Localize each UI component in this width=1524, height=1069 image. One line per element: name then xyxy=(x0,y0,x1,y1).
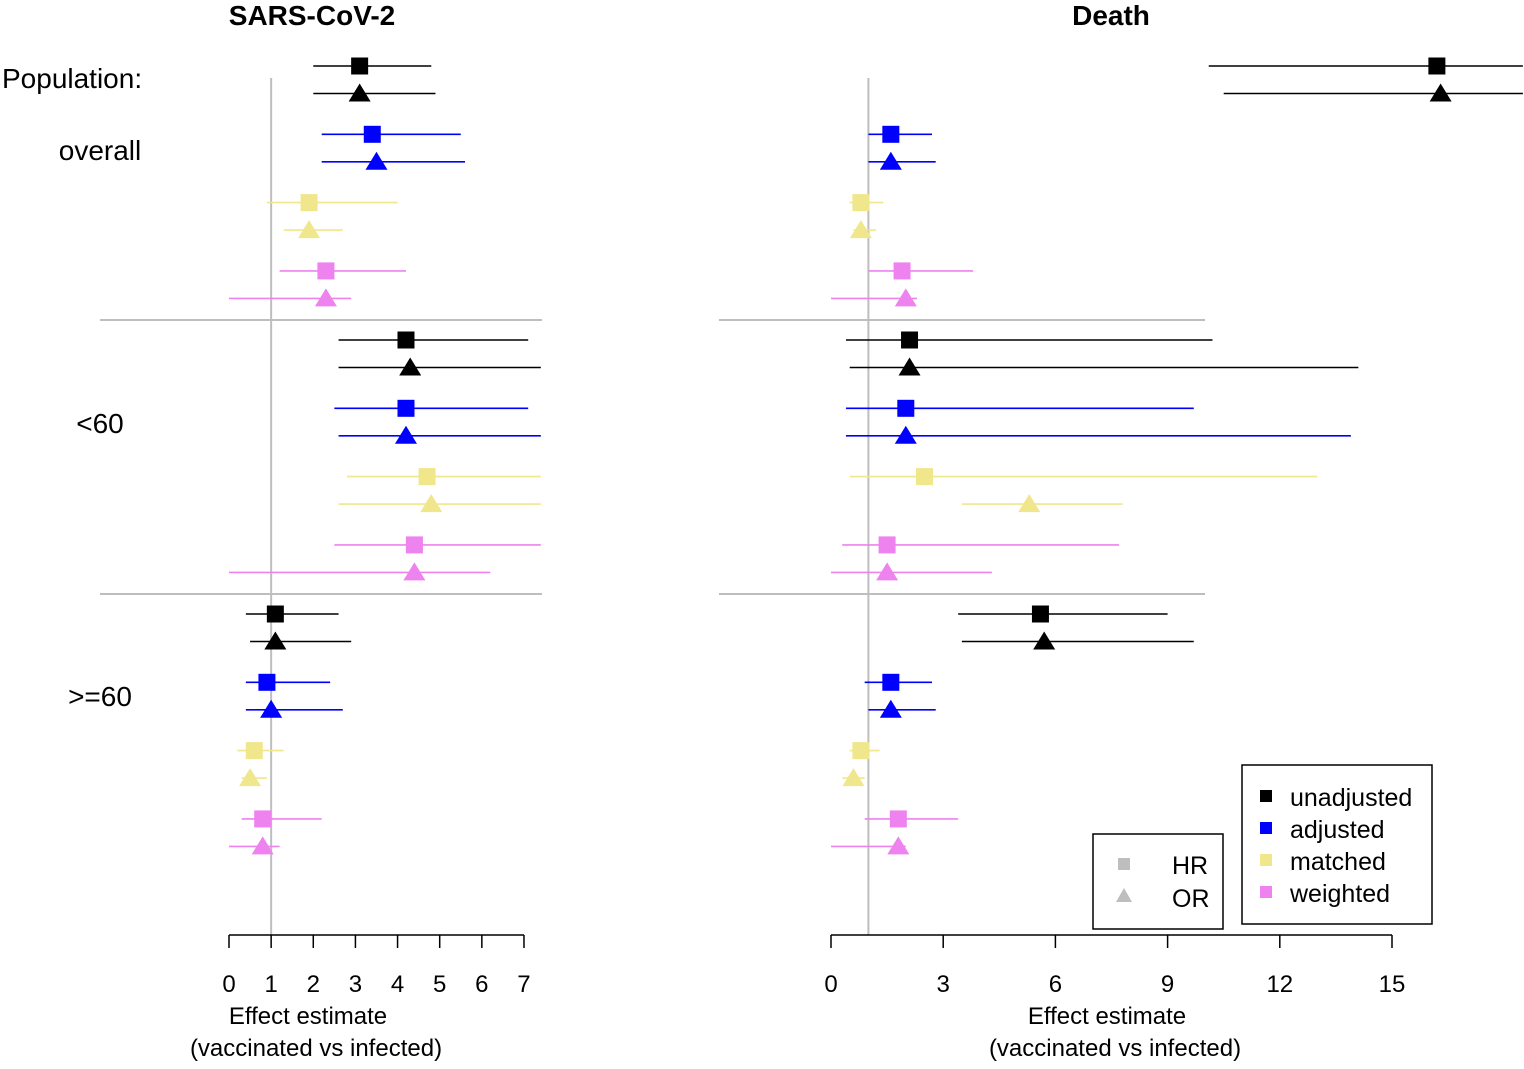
or-point-ge60-matched-or xyxy=(842,768,865,787)
matched-legend-label: matched xyxy=(1290,848,1386,876)
x-tick-label: 5 xyxy=(433,971,446,998)
weighted-legend-swatch xyxy=(1260,886,1272,898)
x-tick-label: 9 xyxy=(1161,971,1174,998)
x-tick-label: 3 xyxy=(349,971,362,998)
or-point-lt60-unadjusted-or xyxy=(898,357,921,376)
x-tick-label: 2 xyxy=(307,971,320,998)
population-label: Population: xyxy=(2,63,142,94)
hr-point-lt60-unadjusted-hr xyxy=(397,331,415,349)
or-point-overall-weighted-or xyxy=(894,288,917,307)
hr-point-overall-matched-hr xyxy=(852,194,870,212)
hr-point-overall-weighted-hr xyxy=(317,262,335,280)
x-tick-label: 7 xyxy=(517,971,530,998)
or-point-overall-weighted-or xyxy=(314,288,337,307)
unadjusted-legend-label: unadjusted xyxy=(1290,784,1412,812)
hr-point-overall-unadjusted-hr xyxy=(1428,57,1446,75)
x-axis-label-sars: Effect estimate xyxy=(229,1003,387,1030)
method-legend: unadjusted adjusted matched weighted xyxy=(1241,764,1433,925)
or-point-ge60-matched-or xyxy=(239,768,262,787)
x-tick-label: 6 xyxy=(475,971,488,998)
hr-legend-label: HR xyxy=(1172,852,1208,880)
hr-point-ge60-unadjusted-hr xyxy=(1031,605,1049,623)
or-point-lt60-adjusted-or xyxy=(894,425,917,444)
or-legend-triangle xyxy=(1116,888,1132,902)
hr-point-lt60-weighted-hr xyxy=(405,536,423,554)
or-point-lt60-adjusted-or xyxy=(394,425,417,444)
or-point-overall-unadjusted-or xyxy=(1429,83,1452,102)
or-point-lt60-matched-or xyxy=(420,494,443,513)
plot-panels: 0 1 2 3 4 5 6 7 0 3 6 9 12 15 xyxy=(100,57,1523,998)
or-point-ge60-unadjusted-or xyxy=(1033,631,1056,650)
adjusted-legend-label: adjusted xyxy=(1290,816,1385,844)
panel-title-sars-cov-2: SARS-CoV-2 xyxy=(229,0,395,31)
hr-point-overall-adjusted-hr xyxy=(882,125,900,143)
or-point-ge60-unadjusted-or xyxy=(264,631,287,650)
x-tick-label: 0 xyxy=(222,971,235,998)
hr-point-overall-adjusted-hr xyxy=(363,125,381,143)
hr-point-lt60-unadjusted-hr xyxy=(901,331,919,349)
or-point-overall-adjusted-or xyxy=(879,151,902,170)
panel-sars-cov-2: 0 1 2 3 4 5 6 7 xyxy=(100,57,542,998)
x-axis-label-death: Effect estimate xyxy=(1028,1003,1186,1030)
hr-point-ge60-weighted-hr xyxy=(889,810,907,828)
or-point-overall-unadjusted-or xyxy=(348,83,371,102)
or-point-overall-matched-or xyxy=(298,220,321,239)
or-point-overall-matched-or xyxy=(849,220,872,239)
x-tick-label: 1 xyxy=(264,971,277,998)
hr-point-lt60-adjusted-hr xyxy=(897,399,915,417)
hr-point-overall-matched-hr xyxy=(300,194,318,212)
or-point-lt60-weighted-or xyxy=(403,562,426,581)
hr-point-ge60-weighted-hr xyxy=(254,810,272,828)
or-point-lt60-weighted-or xyxy=(876,562,899,581)
or-legend-label: OR xyxy=(1172,885,1210,913)
or-point-ge60-weighted-or xyxy=(251,836,274,855)
group-label-60-plus: >=60 xyxy=(68,681,132,712)
x-tick-label: 15 xyxy=(1379,971,1406,998)
group-label-overall: overall xyxy=(59,135,141,166)
hr-point-lt60-adjusted-hr xyxy=(397,399,415,417)
adjusted-legend-swatch xyxy=(1260,822,1272,834)
hr-point-lt60-matched-hr xyxy=(916,468,933,486)
x-tick-label: 6 xyxy=(1049,971,1062,998)
or-point-lt60-matched-or xyxy=(1018,494,1041,513)
hr-point-ge60-unadjusted-hr xyxy=(266,605,284,623)
hr-point-ge60-matched-hr xyxy=(245,742,263,760)
x-tick-label: 0 xyxy=(824,971,837,998)
or-point-ge60-weighted-or xyxy=(887,836,910,855)
or-point-overall-adjusted-or xyxy=(365,151,388,170)
group-label-under-60: <60 xyxy=(76,408,124,439)
estimate-legend: HR OR xyxy=(1092,833,1224,930)
or-point-lt60-unadjusted-or xyxy=(399,357,422,376)
panel-death: 0 3 6 9 12 15 xyxy=(719,57,1523,998)
x-tick-label: 4 xyxy=(391,971,404,998)
or-point-ge60-adjusted-or xyxy=(879,699,902,718)
hr-point-lt60-weighted-hr xyxy=(878,536,896,554)
hr-point-overall-weighted-hr xyxy=(893,262,911,280)
hr-point-ge60-matched-hr xyxy=(852,742,870,760)
weighted-legend-label: weighted xyxy=(1289,880,1390,908)
unadjusted-legend-swatch xyxy=(1260,790,1272,802)
panel-title-death: Death xyxy=(1072,0,1150,31)
method-legend-box xyxy=(1241,764,1433,925)
x-axis-sublabel-death: (vaccinated vs infected) xyxy=(989,1035,1241,1062)
or-point-ge60-adjusted-or xyxy=(260,699,283,718)
matched-legend-swatch xyxy=(1260,854,1272,866)
hr-point-overall-unadjusted-hr xyxy=(351,57,369,75)
x-tick-label: 3 xyxy=(937,971,950,998)
estimate-legend-box xyxy=(1092,833,1224,930)
hr-point-ge60-adjusted-hr xyxy=(882,673,900,691)
hr-point-ge60-adjusted-hr xyxy=(258,673,276,691)
hr-legend-square xyxy=(1118,858,1130,870)
x-axis-sublabel-sars: (vaccinated vs infected) xyxy=(190,1035,442,1062)
x-tick-label: 12 xyxy=(1266,971,1293,998)
hr-point-lt60-matched-hr xyxy=(418,468,436,486)
